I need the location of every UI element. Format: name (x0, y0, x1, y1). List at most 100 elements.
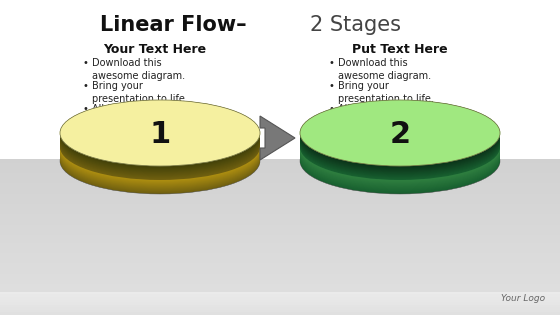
Bar (0, 255, 560, 258)
Bar (0, 276, 560, 279)
Ellipse shape (151, 132, 160, 135)
Text: •: • (82, 104, 88, 114)
Ellipse shape (300, 121, 500, 186)
Ellipse shape (300, 119, 500, 185)
Text: 2: 2 (389, 120, 410, 149)
Ellipse shape (101, 114, 214, 152)
Ellipse shape (60, 127, 260, 193)
Ellipse shape (60, 123, 260, 188)
Ellipse shape (300, 107, 500, 174)
Ellipse shape (317, 106, 482, 160)
Ellipse shape (128, 123, 185, 142)
Ellipse shape (60, 111, 260, 177)
Ellipse shape (60, 115, 260, 181)
Text: Your Logo: Your Logo (501, 294, 545, 303)
Ellipse shape (96, 112, 220, 154)
Bar (0, 309, 560, 312)
Ellipse shape (324, 108, 473, 158)
Text: •: • (328, 104, 334, 114)
Ellipse shape (372, 125, 421, 141)
Ellipse shape (66, 102, 254, 164)
Bar (0, 162, 560, 165)
Text: Put Text Here: Put Text Here (352, 43, 448, 56)
Text: Download this
awesome diagram.: Download this awesome diagram. (92, 58, 185, 81)
Text: 2 Stages: 2 Stages (310, 15, 401, 35)
Bar (0, 206, 560, 209)
Ellipse shape (300, 125, 500, 191)
Ellipse shape (353, 118, 441, 148)
Ellipse shape (300, 100, 500, 166)
Ellipse shape (300, 108, 500, 175)
Bar (0, 185, 560, 188)
Bar (0, 312, 560, 315)
Ellipse shape (79, 106, 239, 160)
Ellipse shape (60, 103, 260, 169)
Ellipse shape (370, 124, 423, 142)
Ellipse shape (60, 100, 260, 166)
Bar (0, 242, 560, 245)
Ellipse shape (342, 114, 454, 152)
Ellipse shape (376, 126, 416, 140)
Ellipse shape (109, 117, 206, 149)
Bar (0, 250, 560, 253)
Ellipse shape (304, 101, 496, 165)
Ellipse shape (62, 100, 258, 165)
Ellipse shape (300, 109, 500, 175)
Ellipse shape (300, 116, 500, 182)
Ellipse shape (343, 115, 452, 151)
Text: Bring your
presentation to life.: Bring your presentation to life. (92, 81, 188, 104)
Ellipse shape (300, 104, 500, 170)
Ellipse shape (366, 123, 427, 143)
Ellipse shape (71, 104, 248, 162)
Text: Bring your
presentation to life.: Bring your presentation to life. (338, 81, 434, 104)
Ellipse shape (334, 112, 463, 154)
Bar (0, 266, 560, 268)
Ellipse shape (100, 114, 216, 152)
Ellipse shape (77, 106, 241, 160)
Ellipse shape (119, 120, 195, 146)
Bar (0, 203, 560, 207)
Bar (0, 234, 560, 238)
Ellipse shape (346, 116, 450, 150)
Ellipse shape (300, 118, 500, 184)
Ellipse shape (300, 113, 500, 179)
Ellipse shape (381, 128, 410, 138)
Ellipse shape (323, 108, 475, 158)
Ellipse shape (82, 108, 235, 158)
Ellipse shape (385, 129, 406, 136)
Bar (0, 281, 560, 284)
Bar (0, 232, 560, 235)
Ellipse shape (153, 132, 157, 134)
Ellipse shape (60, 116, 260, 182)
Ellipse shape (116, 120, 197, 146)
Bar (0, 299, 560, 302)
Ellipse shape (300, 127, 500, 193)
Bar (0, 286, 560, 289)
Bar (0, 159, 560, 163)
Ellipse shape (300, 112, 500, 178)
Ellipse shape (60, 107, 260, 174)
Ellipse shape (300, 117, 500, 183)
Text: All images are 100%
editable in
powerpoint: All images are 100% editable in powerpoi… (338, 104, 438, 140)
Bar (0, 214, 560, 217)
Ellipse shape (60, 126, 260, 192)
Ellipse shape (85, 108, 233, 158)
Ellipse shape (75, 105, 244, 161)
Text: •: • (328, 58, 334, 68)
Ellipse shape (136, 126, 176, 140)
Ellipse shape (300, 100, 500, 166)
Bar (0, 291, 560, 294)
Ellipse shape (115, 119, 199, 147)
Ellipse shape (302, 100, 498, 165)
Ellipse shape (384, 129, 408, 137)
Text: Download this
awesome diagram.: Download this awesome diagram. (338, 58, 431, 81)
Text: Linear Flow–: Linear Flow– (100, 15, 246, 35)
Ellipse shape (60, 106, 260, 173)
Text: 1: 1 (150, 120, 171, 149)
Bar (0, 307, 560, 310)
Ellipse shape (300, 101, 500, 167)
Bar (0, 284, 560, 287)
Ellipse shape (313, 105, 486, 162)
Ellipse shape (60, 109, 260, 175)
Ellipse shape (60, 124, 260, 190)
